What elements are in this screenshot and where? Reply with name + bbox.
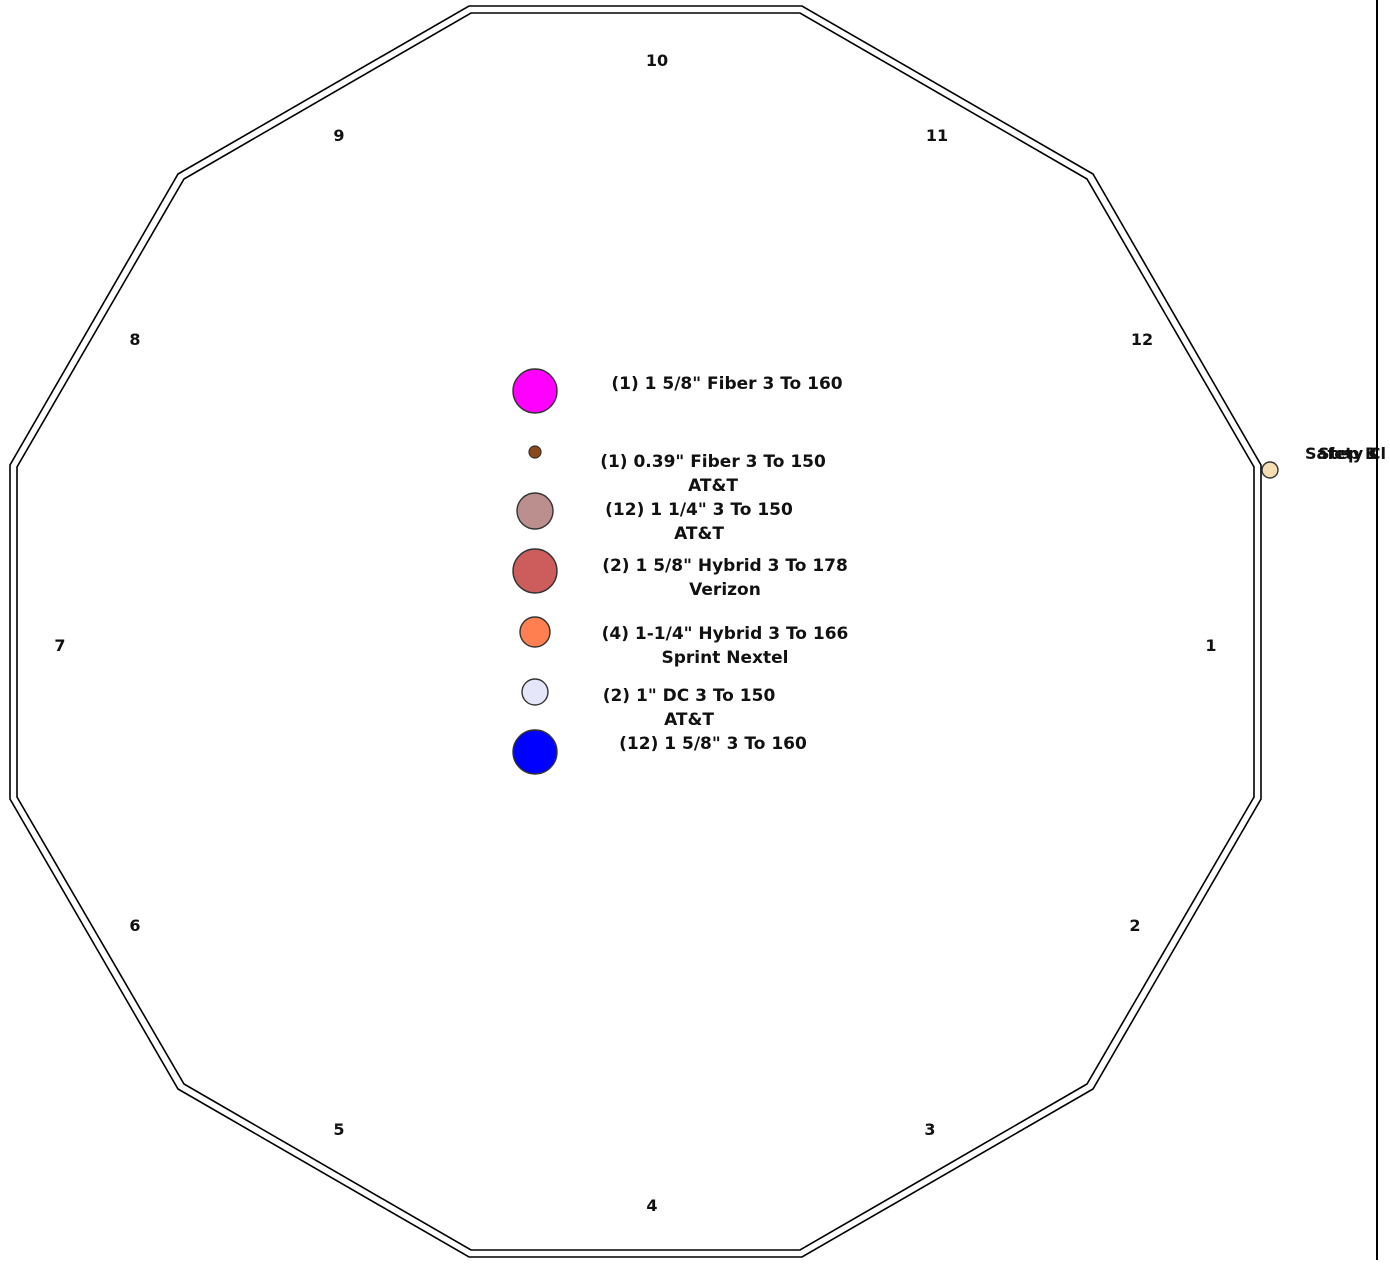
face-label-6: 6 xyxy=(129,916,140,935)
legend-label-2: (1) 0.39" Fiber 3 To 150 xyxy=(600,452,826,472)
legend-label-4: (2) 1 5/8" Hybrid 3 To 178 xyxy=(602,556,848,576)
tower-outline-outer xyxy=(9,5,1262,1258)
legend-marker-coax-114 xyxy=(516,492,554,530)
legend-marker-coax-158 xyxy=(512,729,558,775)
legend-carrier-4: Verizon xyxy=(689,580,761,600)
legend-carrier-5: Sprint Nextel xyxy=(662,648,789,668)
face-label-3: 3 xyxy=(924,1120,935,1139)
legend-label-1: (1) 1 5/8" Fiber 3 To 160 xyxy=(611,374,842,394)
legend-marker-fiber-039 xyxy=(528,445,542,459)
face-label-11: 11 xyxy=(926,126,948,145)
legend-label-6: (2) 1" DC 3 To 150 xyxy=(603,686,776,706)
face-label-7: 7 xyxy=(54,636,65,655)
face-label-4: 4 xyxy=(646,1196,657,1215)
legend-marker-hybrid-158 xyxy=(512,548,558,594)
step-bolt-label: Step B xyxy=(1318,444,1377,463)
face-label-9: 9 xyxy=(333,126,344,145)
legend-label-3: (12) 1 1/4" 3 To 150 xyxy=(605,500,793,520)
safety-climb-marker xyxy=(1261,461,1279,479)
face-label-12: 12 xyxy=(1131,330,1153,349)
legend-label-7: (12) 1 5/8" 3 To 160 xyxy=(619,734,807,754)
legend-label-5: (4) 1-1/4" Hybrid 3 To 166 xyxy=(602,624,849,644)
frame-right-border xyxy=(1376,0,1378,1260)
legend-carrier-3: AT&T xyxy=(674,524,724,544)
legend-marker-dc-1 xyxy=(521,678,549,706)
face-label-2: 2 xyxy=(1129,916,1140,935)
face-label-5: 5 xyxy=(333,1120,344,1139)
face-label-1: 1 xyxy=(1205,636,1216,655)
face-label-10: 10 xyxy=(646,51,668,70)
legend-carrier-6: AT&T xyxy=(664,710,714,730)
legend-carrier-2: AT&T xyxy=(688,476,738,496)
face-label-8: 8 xyxy=(129,330,140,349)
legend-marker-fiber-158 xyxy=(512,368,558,414)
tower-outline-inner xyxy=(16,12,1255,1251)
legend-marker-hybrid-114 xyxy=(519,616,551,648)
safety-climb-label: Safety Cl xyxy=(1305,444,1386,463)
